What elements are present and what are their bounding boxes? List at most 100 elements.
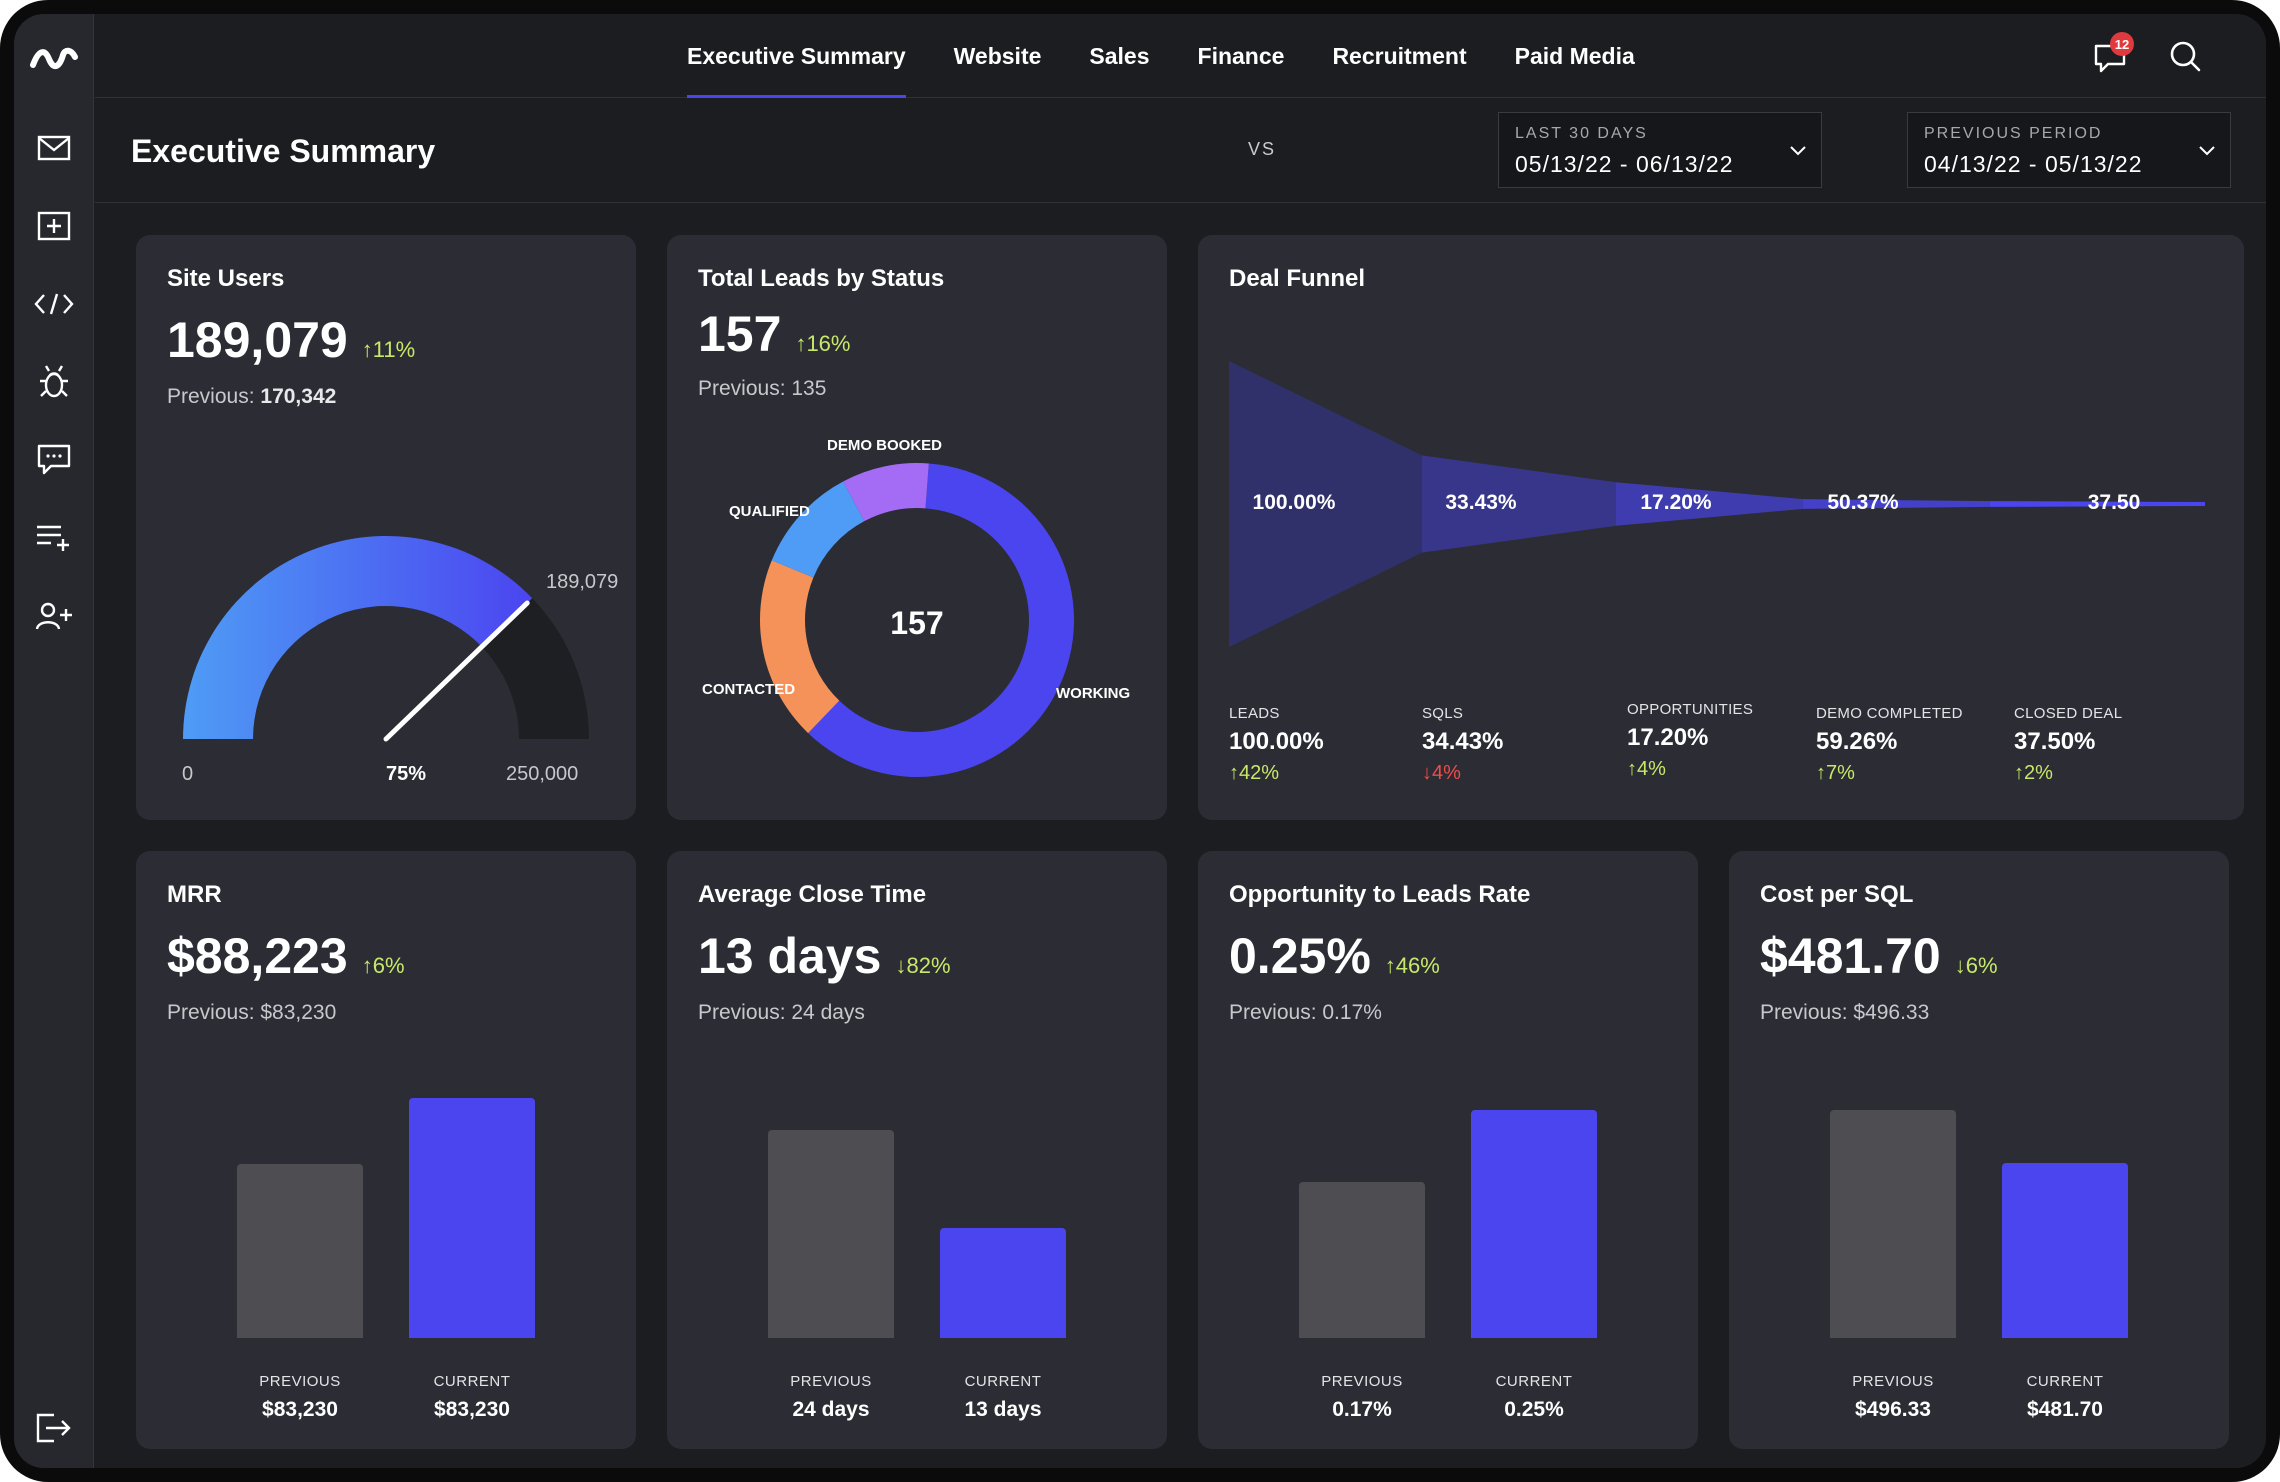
tab-website[interactable]: Website: [953, 42, 1042, 69]
gauge-value-label: 189,079: [546, 571, 619, 593]
date-range-value: 05/13/22 - 06/13/22: [1515, 151, 1734, 177]
funnel-segment-leads: [1229, 361, 1422, 647]
metric-number: 0.25%: [1229, 928, 1371, 984]
funnel-chart: 100.00% 33.43% 17.20% 50.37% 37.50: [1229, 361, 2205, 647]
current-label: CURRENT: [964, 1373, 1042, 1390]
code-icon[interactable]: [28, 278, 80, 330]
stage-value: 37.50%: [2014, 728, 2096, 755]
stage-value: 100.00%: [1229, 728, 1324, 755]
previous-label: Previous:: [167, 385, 255, 408]
metric-previous: Previous: 24 days: [698, 1001, 865, 1024]
tab-sales[interactable]: Sales: [1089, 42, 1150, 69]
funnel-stage-leads: LEADS 100.00% ↑42%: [1229, 705, 1324, 785]
total-leads-card: Total Leads by Status 157 ↑16% Previous:…: [667, 235, 1167, 820]
mail-icon[interactable]: [28, 122, 80, 174]
metric-delta: ↑11%: [361, 337, 416, 362]
metric-previous: Previous: 135: [698, 377, 827, 400]
metric-value: 157 ↑16%: [698, 305, 850, 363]
current-bar: [2002, 1163, 2128, 1338]
donut-label-demo-booked: DEMO BOOKED: [827, 437, 943, 454]
tab-paid-media[interactable]: Paid Media: [1514, 42, 1635, 69]
donut-label-contacted: CONTACTED: [702, 681, 796, 698]
metric-number: 157: [698, 306, 782, 362]
gauge-fill: [183, 536, 533, 739]
funnel-stage-closed-deal: CLOSED DEAL 37.50% ↑2%: [2014, 705, 2122, 785]
funnel-segment-sqls: [1422, 455, 1616, 553]
stage-delta: ↓4%: [1422, 762, 1461, 784]
add-user-icon[interactable]: [28, 590, 80, 642]
stage-label: DEMO COMPLETED: [1816, 705, 1963, 722]
stage-value: 17.20%: [1627, 724, 1709, 751]
funnel-inner-label: 100.00%: [1253, 491, 1336, 514]
search-button[interactable]: [2163, 34, 2207, 78]
card-title: Site Users: [167, 265, 285, 292]
current-value: $481.70: [2027, 1398, 2103, 1421]
add-box-icon[interactable]: [28, 200, 80, 252]
playlist-add-icon[interactable]: [28, 512, 80, 564]
tab-executive-summary[interactable]: Executive Summary: [663, 14, 930, 98]
current-label: CURRENT: [433, 1373, 511, 1390]
card-title: Average Close Time: [698, 881, 927, 908]
previous-value: $83,230: [262, 1398, 338, 1421]
donut-label-qualified: QUALIFIED: [729, 503, 810, 520]
previous-bar: [768, 1130, 894, 1338]
current-bar: [409, 1098, 535, 1338]
donut-chart: 157: [760, 463, 1074, 778]
date-range-selector[interactable]: LAST 30 DAYS 05/13/22 - 06/13/22: [1498, 112, 1822, 188]
stage-label: OPPORTUNITIES: [1627, 701, 1754, 718]
card-title: Deal Funnel: [1229, 265, 1366, 292]
funnel-segment-demo-completed: [1803, 499, 1990, 509]
deal-funnel-card: Deal Funnel 100.00% 33.43% 17.20% 50.37%…: [1198, 235, 2244, 820]
page-title: Executive Summary: [131, 133, 436, 169]
search-icon: [2170, 41, 2201, 72]
metric-number: 13 days: [698, 928, 882, 984]
brand-logo-icon[interactable]: [26, 38, 82, 78]
metric-number: $481.70: [1760, 928, 1941, 984]
logout-icon[interactable]: [28, 1402, 80, 1454]
notifications-button[interactable]: 12: [2088, 32, 2134, 78]
tab-recruitment[interactable]: Recruitment: [1332, 42, 1467, 69]
previous-label: PREVIOUS: [259, 1373, 341, 1390]
previous-label: PREVIOUS: [1321, 1373, 1403, 1390]
previous-bar: [237, 1164, 363, 1338]
current-value: $83,230: [434, 1398, 510, 1421]
metric-value: $481.70 ↓6%: [1760, 927, 1998, 985]
metric-number: 189,079: [167, 312, 348, 368]
notification-badge: 12: [2110, 32, 2134, 56]
metric-previous: Previous: $496.33: [1760, 1001, 1930, 1024]
donut-center-label: 157: [890, 605, 943, 641]
metric-previous: Previous: $83,230: [167, 1001, 337, 1024]
funnel-inner-label: 37.50: [2088, 491, 2141, 514]
gauge-chart: [183, 536, 589, 742]
previous-value: 24 days: [792, 1398, 870, 1421]
comparison-range-selector[interactable]: PREVIOUS PERIOD 04/13/22 - 05/13/22: [1907, 112, 2231, 188]
current-label: CURRENT: [1495, 1373, 1573, 1390]
comparison-range-value: 04/13/22 - 05/13/22: [1924, 151, 2143, 177]
stage-value: 59.26%: [1816, 728, 1898, 755]
chat-icon[interactable]: [28, 434, 80, 486]
previous-value: 170,342: [260, 385, 337, 408]
metric-delta: ↓82%: [895, 953, 951, 978]
metric-previous: Previous: 170,342: [167, 385, 336, 409]
stage-label: CLOSED DEAL: [2014, 705, 2123, 722]
sidebar: [14, 14, 94, 1468]
stage-delta: ↑7%: [1816, 762, 1855, 784]
funnel-stage-demo-completed: DEMO COMPLETED 59.26% ↑7%: [1816, 705, 1963, 785]
mrr-card: MRR $88,223 ↑6% Previous: $83,230 PREVIO…: [136, 851, 636, 1449]
metric-delta: ↑46%: [1384, 953, 1440, 978]
donut-segment-contacted: [760, 560, 840, 734]
metric-delta: ↑6%: [361, 953, 405, 978]
average-close-time-card: Average Close Time 13 days ↓82% Previous…: [667, 851, 1167, 1449]
chevron-down-icon: [1790, 146, 1806, 156]
funnel-inner-label: 50.37%: [1827, 491, 1899, 514]
metric-delta: ↓6%: [1954, 953, 1998, 978]
chevron-down-icon: [2199, 146, 2215, 156]
tab-bar: Executive Summary Website Sales Finance …: [663, 14, 1659, 98]
tab-finance[interactable]: Finance: [1197, 42, 1285, 69]
bug-icon[interactable]: [28, 356, 80, 408]
date-range-label: LAST 30 DAYS: [1515, 125, 1648, 142]
current-bar: [1471, 1110, 1597, 1338]
site-users-card: Site Users 189,079 ↑11% Previous: 170,34…: [136, 235, 636, 820]
funnel-segment-closed-deal: [1990, 501, 2205, 507]
